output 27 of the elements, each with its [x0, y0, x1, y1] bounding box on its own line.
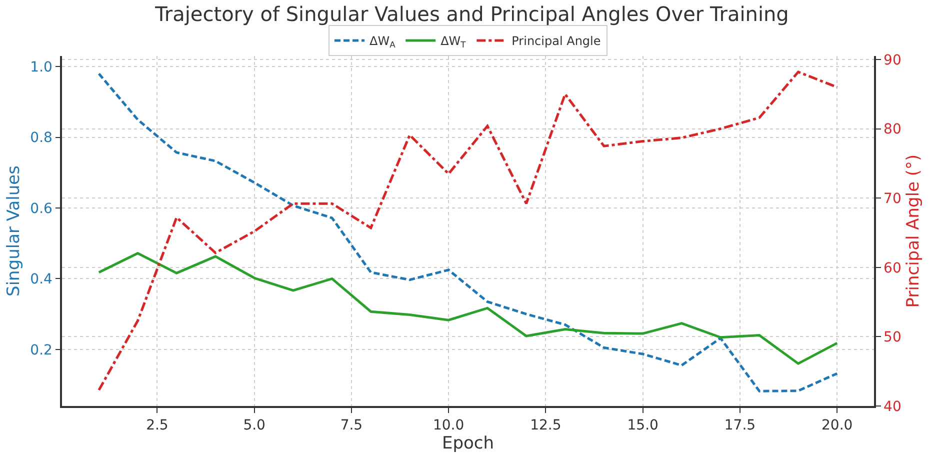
y-tick-label: 0.6 — [30, 200, 53, 217]
y-axis-title: Singular Values — [4, 165, 24, 296]
legend-label: ΔW$_{T}$ — [440, 34, 467, 50]
y2-axis-title: Principal Angle (°) — [903, 154, 924, 308]
y-tick-label: 1.0 — [30, 60, 52, 76]
y-tick-label: 0.4 — [30, 272, 53, 288]
x-tick-label: 5.0 — [243, 418, 266, 434]
x-tick-label: 20.0 — [822, 418, 853, 434]
x-tick-label: 12.5 — [530, 418, 562, 434]
y-tick-label: 0.8 — [30, 130, 52, 146]
y2-tick-label: 60 — [884, 260, 902, 276]
x-tick-label: 15.0 — [627, 418, 658, 434]
chart-title: Trajectory of Singular Values and Principal Angles Over Training — [154, 2, 789, 26]
y2-tick-label: 40 — [884, 398, 902, 415]
y2-tick-label: 70 — [884, 190, 902, 207]
y-tick-label: 0.2 — [30, 342, 52, 358]
line-series — [98, 252, 838, 365]
legend-label: Principal Angle — [512, 34, 601, 48]
x-tick-label: 2.5 — [146, 418, 168, 434]
x-tick-label: 10.0 — [432, 418, 464, 434]
y2-tick-label: 50 — [884, 330, 902, 346]
x-axis-title: Epoch — [442, 434, 494, 454]
legend-label: ΔW$_{A}$ — [370, 34, 396, 50]
y2-tick-label: 90 — [884, 52, 902, 68]
y2-tick-label: 80 — [884, 122, 902, 138]
x-tick-label: 7.5 — [340, 418, 363, 434]
x-tick-label: 17.5 — [724, 418, 756, 434]
